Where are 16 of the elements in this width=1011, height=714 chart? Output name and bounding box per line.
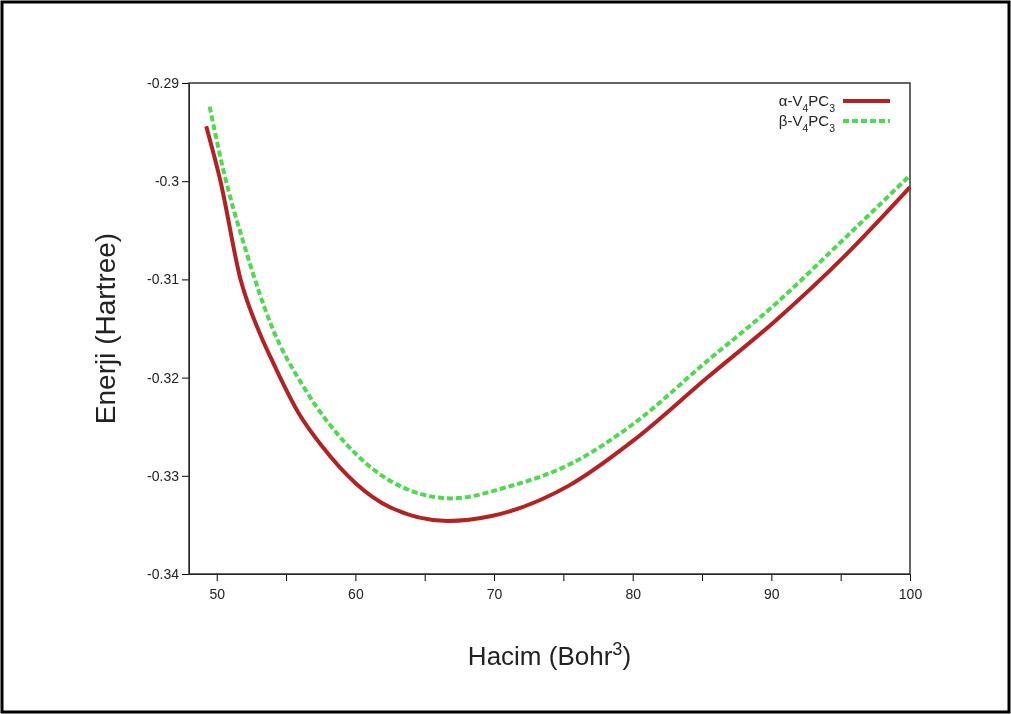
y-tick-label: -0.32 [147, 369, 180, 386]
x-tick-label: 80 [625, 586, 642, 603]
x-tick-label: 100 [898, 586, 923, 603]
x-tick-label: 50 [209, 586, 226, 603]
y-tick-label: -0.29 [147, 74, 180, 91]
x-tick-label: 70 [486, 586, 503, 603]
y-tick-label: -0.3 [154, 173, 180, 190]
x-axis-title: Hacim (Bohr$^{3}$) [467, 639, 632, 671]
legend-label: α-V$_{4}$PC$_{3}$ [778, 92, 836, 114]
y-axis-title: Enerji (Hartree) [90, 232, 121, 425]
y-tick-label: -0.34 [147, 565, 180, 582]
y-tick-label: -0.31 [147, 271, 180, 288]
y-tick-label: -0.33 [147, 467, 180, 484]
x-tick-label: 60 [348, 586, 364, 603]
x-tick-label: 90 [764, 586, 780, 603]
legend-label: β-V$_{4}$PC$_{3}$ [778, 112, 836, 134]
